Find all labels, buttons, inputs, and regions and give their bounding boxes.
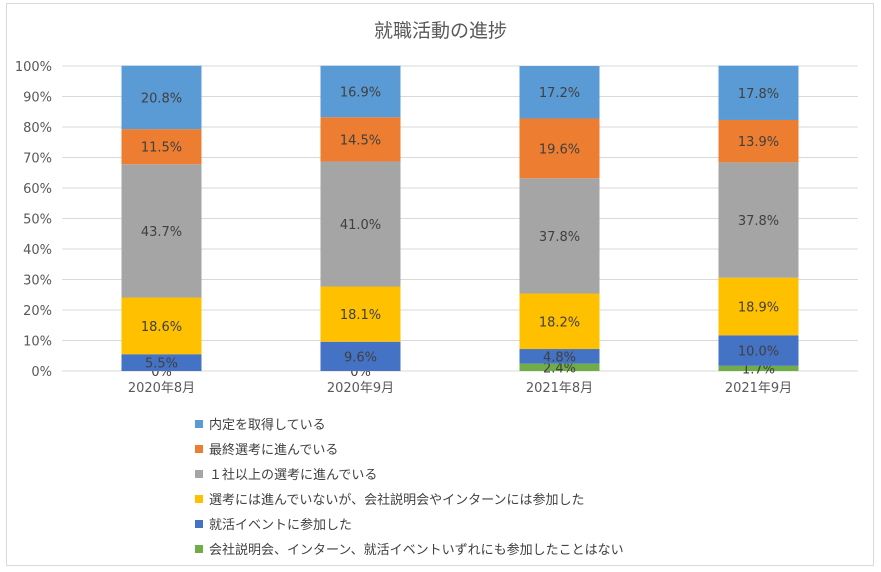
legend-swatch	[195, 469, 203, 478]
legend-label: 選考には進んでいないが、会社説明会やインターンには参加した	[209, 493, 585, 508]
x-tick-label: 2021年8月	[526, 381, 593, 396]
y-tick-label: 60%	[23, 182, 52, 197]
data-label: 37.8%	[539, 230, 580, 245]
data-label: 1.7%	[742, 362, 775, 377]
data-label: 13.9%	[738, 135, 779, 150]
chart-title: 就職活動の進捗	[373, 20, 507, 42]
data-label: 16.9%	[340, 85, 381, 100]
y-tick-label: 50%	[23, 213, 52, 228]
legend-swatch	[195, 519, 203, 528]
data-label: 17.2%	[539, 86, 580, 101]
y-tick-label: 100%	[15, 60, 52, 75]
legend: 内定を取得している 最終選考に進んでいる １社以上の選考に進んでいる選考には進んでい…	[195, 411, 624, 561]
data-label: 14.5%	[340, 133, 381, 148]
bar-segment	[718, 65, 799, 120]
bar-segment	[519, 178, 600, 294]
bar-segment	[718, 277, 799, 336]
legend-label: 就活イベントに参加した	[209, 518, 353, 533]
data-label: 5.5%	[145, 357, 178, 372]
legend-item: 内定を取得している	[195, 411, 624, 436]
legend-item: 会社説明会、インターン、就活イベントいずれにも参加したことはない	[195, 536, 624, 561]
y-tick-label: 20%	[23, 304, 52, 319]
data-label: 9.6%	[344, 350, 377, 365]
data-label: 18.6%	[141, 320, 182, 335]
legend-item: 就活イベントに参加した	[195, 511, 624, 536]
bar-segment	[718, 335, 799, 366]
data-label: 2.4%	[543, 361, 576, 376]
legend-label: 内定を取得している	[209, 418, 326, 433]
y-tick-label: 70%	[23, 152, 52, 167]
data-label: 20.8%	[141, 91, 182, 106]
y-tick-label: 40%	[23, 243, 52, 258]
legend-swatch	[195, 419, 203, 428]
x-tick-label: 2021年9月	[725, 381, 792, 396]
bar-segment	[519, 349, 600, 364]
data-label: 43.7%	[141, 225, 182, 240]
bar-segment	[121, 164, 202, 298]
legend-item: １社以上の選考に進んでいる	[195, 461, 624, 486]
bar-segment	[320, 286, 401, 342]
bar-segment	[718, 365, 799, 371]
legend-swatch	[195, 444, 203, 453]
legend-label: １社以上の選考に進んでいる	[209, 468, 378, 483]
legend-swatch	[195, 494, 203, 503]
data-label: 18.9%	[738, 300, 779, 315]
data-label: 19.6%	[539, 142, 580, 157]
legend-item: 選考には進んでいないが、会社説明会やインターンには参加した	[195, 486, 624, 511]
bar-segment	[519, 66, 600, 119]
bar-segment	[320, 341, 401, 371]
legend-label: 最終選考に進んでいる	[209, 443, 339, 458]
bar-segment	[121, 129, 202, 165]
data-label: 4.8%	[543, 350, 576, 365]
y-tick-label: 10%	[23, 335, 52, 350]
chart-frame	[6, 3, 874, 566]
bar-segment	[320, 65, 401, 118]
x-tick-label: 2020年9月	[327, 381, 394, 396]
bar-segment	[121, 297, 202, 355]
bar-segment	[718, 119, 799, 163]
bar-segment	[519, 293, 600, 350]
y-tick-label: 90%	[23, 91, 52, 106]
data-label: 18.2%	[539, 315, 580, 330]
data-label: 41.0%	[340, 218, 381, 233]
legend-label: 会社説明会、インターン、就活イベントいずれにも参加したことはない	[209, 543, 624, 558]
data-label: 18.1%	[340, 308, 381, 323]
bar-segment	[320, 161, 401, 287]
data-label: 11.5%	[141, 141, 182, 156]
data-label: 10.0%	[738, 345, 779, 360]
bar-segment	[519, 363, 600, 371]
y-tick-label: 30%	[23, 274, 52, 289]
data-label: 37.8%	[738, 214, 779, 229]
bar-segment	[121, 65, 202, 130]
bar-segment	[519, 118, 600, 179]
data-label: 17.8%	[738, 87, 779, 102]
y-tick-label: 0%	[31, 365, 52, 380]
legend-swatch	[195, 544, 203, 553]
y-tick-label: 80%	[23, 121, 52, 136]
bar-segment	[320, 117, 401, 162]
x-tick-label: 2020年8月	[128, 381, 195, 396]
bar-segment	[121, 354, 202, 371]
bar-segment	[718, 162, 799, 278]
legend-item: 最終選考に進んでいる	[195, 436, 624, 461]
